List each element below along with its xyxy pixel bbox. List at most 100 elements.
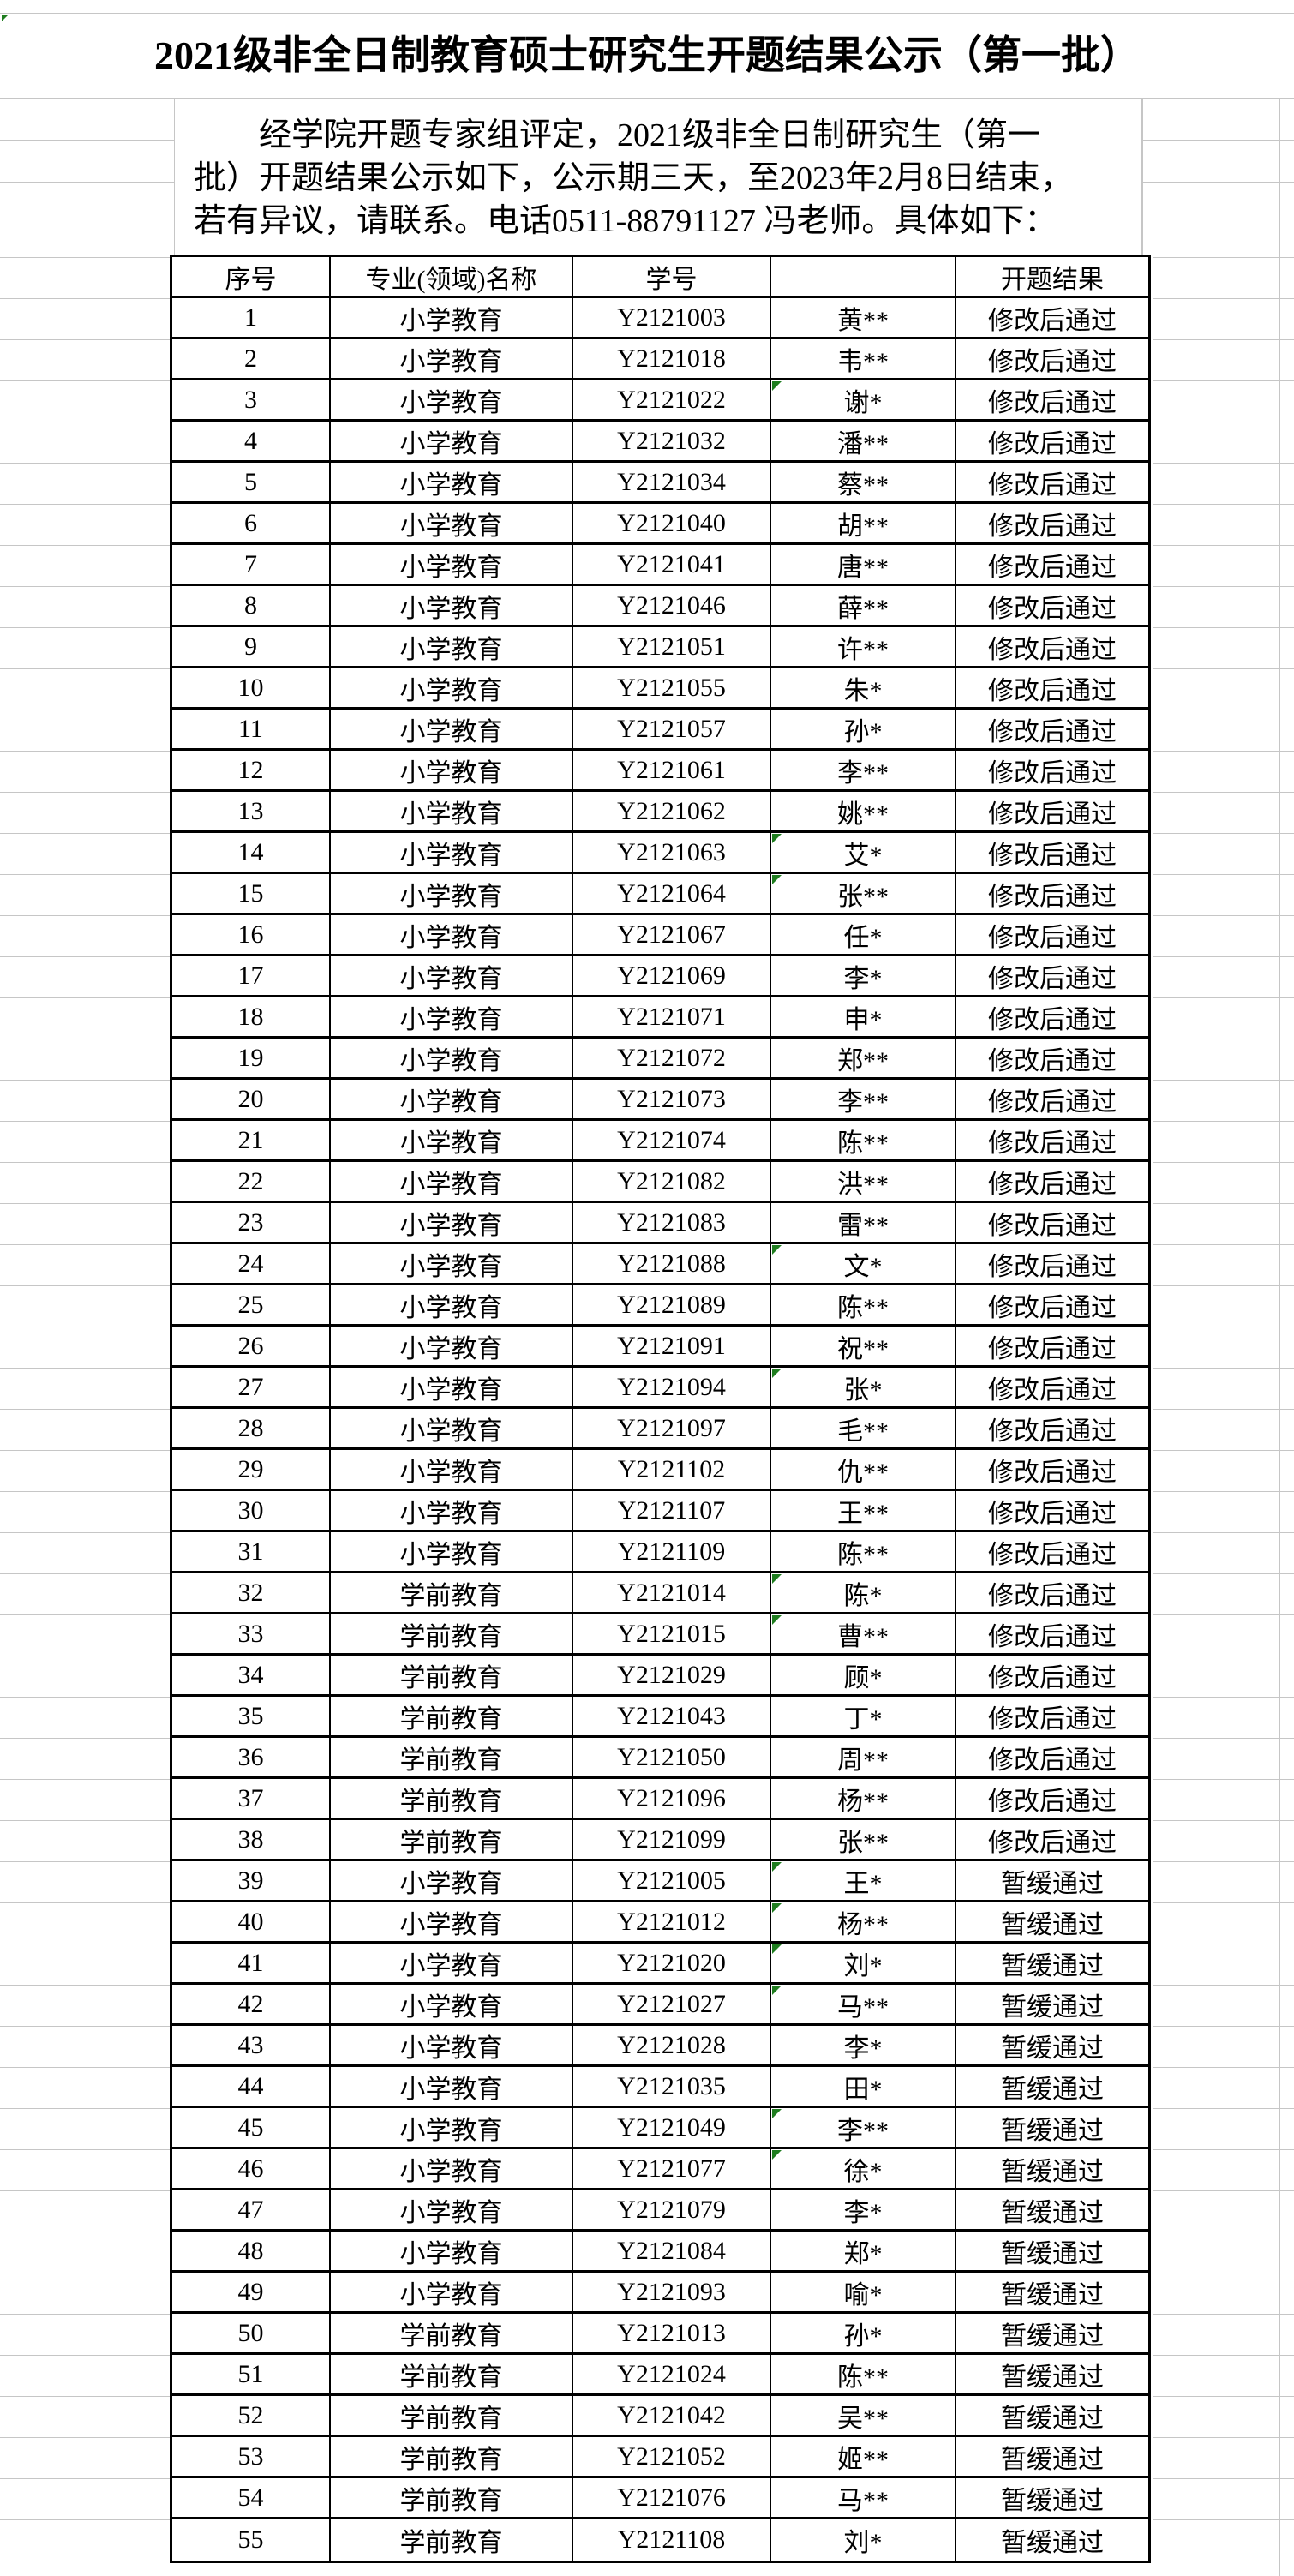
cell-serial-number[interactable]: 31 bbox=[172, 1532, 331, 1573]
cell-serial-number[interactable]: 55 bbox=[172, 2519, 331, 2561]
cell-student-id[interactable]: Y2121051 bbox=[573, 627, 771, 668]
cell-student-name[interactable]: 朱* bbox=[771, 668, 956, 710]
cell-student-id[interactable]: Y2121071 bbox=[573, 997, 771, 1039]
cell-proposal-result[interactable]: 暂缓通过 bbox=[956, 2437, 1148, 2478]
cell-major-name[interactable]: 小学教育 bbox=[331, 1491, 573, 1532]
cell-major-name[interactable]: 学前教育 bbox=[331, 1656, 573, 1697]
cell-student-id[interactable]: Y2121107 bbox=[573, 1491, 771, 1532]
cell-proposal-result[interactable]: 修改后通过 bbox=[956, 710, 1148, 751]
cell-student-id[interactable]: Y2121028 bbox=[573, 2026, 771, 2067]
cell-major-name[interactable]: 学前教育 bbox=[331, 1820, 573, 1861]
cell-student-name[interactable]: 陈** bbox=[771, 1532, 956, 1573]
cell-student-id[interactable]: Y2121072 bbox=[573, 1039, 771, 1080]
cell-major-name[interactable]: 学前教育 bbox=[331, 1614, 573, 1656]
cell-student-name[interactable]: 孙* bbox=[771, 710, 956, 751]
cell-serial-number[interactable]: 4 bbox=[172, 422, 331, 463]
cell-student-name[interactable]: 雷** bbox=[771, 1203, 956, 1244]
cell-proposal-result[interactable]: 修改后通过 bbox=[956, 1614, 1148, 1656]
cell-major-name[interactable]: 学前教育 bbox=[331, 1697, 573, 1738]
cell-student-name[interactable]: 郑* bbox=[771, 2232, 956, 2273]
cell-proposal-result[interactable]: 暂缓通过 bbox=[956, 2273, 1148, 2314]
cell-proposal-result[interactable]: 修改后通过 bbox=[956, 1779, 1148, 1820]
cell-major-name[interactable]: 小学教育 bbox=[331, 1203, 573, 1244]
cell-proposal-result[interactable]: 修改后通过 bbox=[956, 1820, 1148, 1861]
cell-serial-number[interactable]: 52 bbox=[172, 2396, 331, 2437]
cell-student-name[interactable]: 张* bbox=[771, 1368, 956, 1409]
cell-major-name[interactable]: 小学教育 bbox=[331, 2067, 573, 2108]
cell-proposal-result[interactable]: 修改后通过 bbox=[956, 668, 1148, 710]
cell-proposal-result[interactable]: 暂缓通过 bbox=[956, 2355, 1148, 2396]
cell-serial-number[interactable]: 20 bbox=[172, 1080, 331, 1121]
cell-student-name[interactable]: 李** bbox=[771, 1080, 956, 1121]
cell-student-name[interactable]: 仇** bbox=[771, 1450, 956, 1491]
cell-serial-number[interactable]: 46 bbox=[172, 2149, 331, 2190]
cell-proposal-result[interactable]: 修改后通过 bbox=[956, 1039, 1148, 1080]
cell-proposal-result[interactable]: 修改后通过 bbox=[956, 1368, 1148, 1409]
cell-proposal-result[interactable]: 修改后通过 bbox=[956, 915, 1148, 956]
cell-student-id[interactable]: Y2121029 bbox=[573, 1656, 771, 1697]
cell-student-name[interactable]: 李* bbox=[771, 956, 956, 997]
cell-serial-number[interactable]: 51 bbox=[172, 2355, 331, 2396]
cell-major-name[interactable]: 小学教育 bbox=[331, 997, 573, 1039]
cell-student-id[interactable]: Y2121020 bbox=[573, 1944, 771, 1985]
header-name-blank[interactable] bbox=[771, 257, 956, 298]
cell-major-name[interactable]: 小学教育 bbox=[331, 833, 573, 874]
cell-major-name[interactable]: 小学教育 bbox=[331, 463, 573, 504]
cell-student-name[interactable]: 马** bbox=[771, 2478, 956, 2519]
cell-proposal-result[interactable]: 修改后通过 bbox=[956, 956, 1148, 997]
cell-proposal-result[interactable]: 暂缓通过 bbox=[956, 2190, 1148, 2232]
cell-proposal-result[interactable]: 修改后通过 bbox=[956, 504, 1148, 545]
cell-student-id[interactable]: Y2121108 bbox=[573, 2519, 771, 2561]
header-major-name[interactable]: 专业(领域)名称 bbox=[331, 257, 573, 298]
cell-proposal-result[interactable]: 修改后通过 bbox=[956, 545, 1148, 586]
cell-student-id[interactable]: Y2121003 bbox=[573, 298, 771, 339]
cell-student-name[interactable]: 王* bbox=[771, 1861, 956, 1902]
cell-serial-number[interactable]: 34 bbox=[172, 1656, 331, 1697]
cell-proposal-result[interactable]: 修改后通过 bbox=[956, 792, 1148, 833]
cell-proposal-result[interactable]: 暂缓通过 bbox=[956, 2314, 1148, 2355]
cell-student-name[interactable]: 文* bbox=[771, 1244, 956, 1285]
cell-student-id[interactable]: Y2121022 bbox=[573, 380, 771, 422]
cell-serial-number[interactable]: 48 bbox=[172, 2232, 331, 2273]
cell-student-id[interactable]: Y2121062 bbox=[573, 792, 771, 833]
cell-proposal-result[interactable]: 暂缓通过 bbox=[956, 2396, 1148, 2437]
cell-student-id[interactable]: Y2121049 bbox=[573, 2108, 771, 2149]
cell-serial-number[interactable]: 40 bbox=[172, 1902, 331, 1944]
cell-serial-number[interactable]: 7 bbox=[172, 545, 331, 586]
cell-student-id[interactable]: Y2121015 bbox=[573, 1614, 771, 1656]
cell-student-id[interactable]: Y2121109 bbox=[573, 1532, 771, 1573]
cell-student-name[interactable]: 李* bbox=[771, 2190, 956, 2232]
cell-student-name[interactable]: 潘** bbox=[771, 422, 956, 463]
cell-major-name[interactable]: 学前教育 bbox=[331, 2396, 573, 2437]
cell-serial-number[interactable]: 50 bbox=[172, 2314, 331, 2355]
cell-proposal-result[interactable]: 修改后通过 bbox=[956, 1409, 1148, 1450]
cell-proposal-result[interactable]: 暂缓通过 bbox=[956, 1861, 1148, 1902]
cell-proposal-result[interactable]: 修改后通过 bbox=[956, 1491, 1148, 1532]
cell-student-id[interactable]: Y2121061 bbox=[573, 751, 771, 792]
cell-serial-number[interactable]: 23 bbox=[172, 1203, 331, 1244]
cell-student-name[interactable]: 申* bbox=[771, 997, 956, 1039]
cell-proposal-result[interactable]: 修改后通过 bbox=[956, 751, 1148, 792]
cell-serial-number[interactable]: 22 bbox=[172, 1162, 331, 1203]
cell-student-id[interactable]: Y2121057 bbox=[573, 710, 771, 751]
cell-proposal-result[interactable]: 暂缓通过 bbox=[956, 2149, 1148, 2190]
cell-major-name[interactable]: 小学教育 bbox=[331, 1039, 573, 1080]
cell-student-id[interactable]: Y2121102 bbox=[573, 1450, 771, 1491]
cell-student-name[interactable]: 张** bbox=[771, 874, 956, 915]
cell-student-name[interactable]: 陈** bbox=[771, 2355, 956, 2396]
cell-student-name[interactable]: 薛** bbox=[771, 586, 956, 627]
cell-major-name[interactable]: 小学教育 bbox=[331, 1985, 573, 2026]
cell-serial-number[interactable]: 18 bbox=[172, 997, 331, 1039]
cell-proposal-result[interactable]: 修改后通过 bbox=[956, 380, 1148, 422]
cell-proposal-result[interactable]: 暂缓通过 bbox=[956, 2026, 1148, 2067]
cell-proposal-result[interactable]: 修改后通过 bbox=[956, 422, 1148, 463]
cell-major-name[interactable]: 小学教育 bbox=[331, 586, 573, 627]
cell-student-name[interactable]: 吴** bbox=[771, 2396, 956, 2437]
cell-serial-number[interactable]: 44 bbox=[172, 2067, 331, 2108]
cell-student-name[interactable]: 马** bbox=[771, 1985, 956, 2026]
cell-major-name[interactable]: 学前教育 bbox=[331, 1779, 573, 1820]
cell-proposal-result[interactable]: 修改后通过 bbox=[956, 1162, 1148, 1203]
cell-serial-number[interactable]: 47 bbox=[172, 2190, 331, 2232]
cell-serial-number[interactable]: 21 bbox=[172, 1121, 331, 1162]
cell-major-name[interactable]: 小学教育 bbox=[331, 710, 573, 751]
